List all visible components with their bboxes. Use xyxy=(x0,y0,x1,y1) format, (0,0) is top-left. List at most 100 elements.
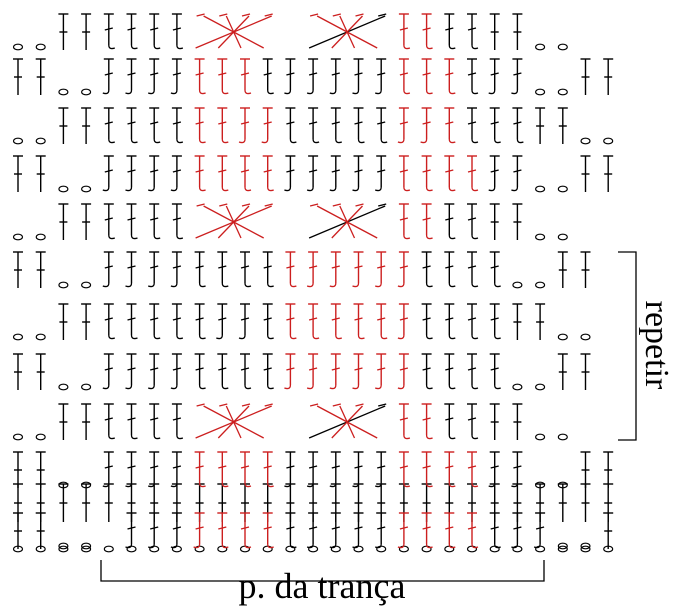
back-post-double-icon xyxy=(308,107,320,144)
back-post-double-icon xyxy=(398,403,411,440)
single-crochet-icon xyxy=(58,107,69,144)
single-crochet-icon xyxy=(81,483,92,522)
single-crochet-icon xyxy=(512,203,523,240)
front-post-double-icon xyxy=(102,58,114,95)
front-post-double-icon xyxy=(147,155,160,192)
single-crochet-icon xyxy=(13,251,23,288)
back-post-double-icon xyxy=(194,58,206,95)
back-post-double-icon xyxy=(512,107,524,144)
front-post-double-icon xyxy=(102,353,114,390)
back-post-double-icon xyxy=(467,203,479,240)
chain-oval-icon xyxy=(557,333,568,341)
back-post-double-icon xyxy=(353,303,365,340)
front-post-double-icon xyxy=(102,451,114,488)
chain-oval-icon xyxy=(557,433,568,441)
back-post-double-icon xyxy=(421,155,433,192)
chain-oval-icon xyxy=(557,545,568,553)
front-post-double-icon xyxy=(397,251,409,288)
cable-panel-bracket xyxy=(100,560,545,582)
front-post-double-icon xyxy=(147,512,160,549)
back-post-double-icon xyxy=(467,13,479,50)
front-post-double-icon xyxy=(170,251,182,288)
back-post-double-icon xyxy=(444,251,456,288)
back-post-double-icon xyxy=(194,303,206,340)
chain-oval-icon xyxy=(557,233,568,241)
front-post-double-icon xyxy=(352,353,364,390)
front-post-double-icon xyxy=(306,155,319,192)
back-post-double-icon xyxy=(467,451,479,488)
back-post-double-icon xyxy=(467,403,479,440)
front-post-double-icon xyxy=(102,251,114,288)
single-crochet-icon xyxy=(13,155,23,192)
front-post-double-icon xyxy=(374,353,387,390)
front-post-double-icon xyxy=(261,107,273,144)
back-post-double-icon xyxy=(398,58,411,95)
back-post-double-icon xyxy=(103,13,116,50)
single-crochet-icon xyxy=(580,353,591,390)
cable-cross-icon xyxy=(195,203,273,239)
back-post-double-icon xyxy=(171,107,184,144)
back-post-double-icon xyxy=(217,107,229,144)
front-post-double-icon xyxy=(352,251,364,288)
single-crochet-icon xyxy=(535,107,546,144)
front-post-double-icon xyxy=(125,155,137,192)
chain-oval-icon xyxy=(80,281,92,289)
back-post-double-icon xyxy=(126,203,138,240)
single-crochet-icon xyxy=(603,155,614,192)
front-post-double-icon xyxy=(284,451,296,488)
back-post-double-icon xyxy=(240,353,252,390)
back-post-double-icon xyxy=(421,512,433,549)
back-post-double-icon xyxy=(444,303,456,340)
back-post-double-icon xyxy=(285,512,297,549)
front-post-double-icon xyxy=(284,58,296,95)
back-post-double-icon xyxy=(467,155,479,192)
chain-oval-icon xyxy=(512,383,523,391)
back-post-double-icon xyxy=(217,251,229,288)
front-post-double-icon xyxy=(352,58,364,95)
chain-oval-icon xyxy=(80,542,92,550)
chain-oval-icon xyxy=(80,383,92,391)
single-crochet-icon xyxy=(35,251,46,288)
front-post-double-icon xyxy=(306,251,319,288)
front-post-double-icon xyxy=(284,155,296,192)
chain-oval-icon xyxy=(534,233,546,241)
back-post-double-icon xyxy=(421,403,433,440)
back-post-double-icon xyxy=(240,251,252,288)
chain-oval-icon xyxy=(58,185,69,193)
back-post-double-icon xyxy=(421,303,433,340)
back-post-double-icon xyxy=(421,251,433,288)
back-post-double-icon xyxy=(489,353,501,390)
back-post-double-icon xyxy=(444,13,456,50)
chain-oval-icon xyxy=(534,185,546,193)
back-post-double-icon xyxy=(421,353,433,390)
single-crochet-icon xyxy=(512,13,523,50)
chain-oval-icon xyxy=(12,137,24,145)
single-crochet-icon xyxy=(58,483,69,522)
back-post-double-icon xyxy=(444,203,456,240)
back-post-double-icon xyxy=(262,451,274,488)
back-post-double-icon xyxy=(217,58,229,95)
front-post-double-icon xyxy=(147,353,160,390)
back-post-double-icon xyxy=(285,303,297,340)
chain-oval-icon xyxy=(58,481,69,489)
single-crochet-icon xyxy=(35,451,46,488)
stitch-grid xyxy=(12,13,614,553)
chain-oval-icon xyxy=(557,542,568,550)
single-crochet-icon xyxy=(103,483,114,522)
single-crochet-icon xyxy=(512,403,523,440)
back-post-double-icon xyxy=(489,303,501,340)
back-post-double-icon xyxy=(444,353,456,390)
back-post-double-icon xyxy=(149,403,161,440)
chain-oval-icon xyxy=(35,137,46,145)
single-crochet-icon xyxy=(58,303,69,340)
single-crochet-icon xyxy=(489,13,500,50)
back-post-double-icon xyxy=(217,451,229,488)
single-crochet-icon xyxy=(81,403,92,440)
single-crochet-icon xyxy=(58,203,69,240)
back-post-double-icon xyxy=(171,13,184,50)
front-post-double-icon xyxy=(374,58,387,95)
front-post-double-icon xyxy=(125,353,137,390)
back-post-double-icon xyxy=(171,303,184,340)
front-post-double-icon xyxy=(374,155,387,192)
